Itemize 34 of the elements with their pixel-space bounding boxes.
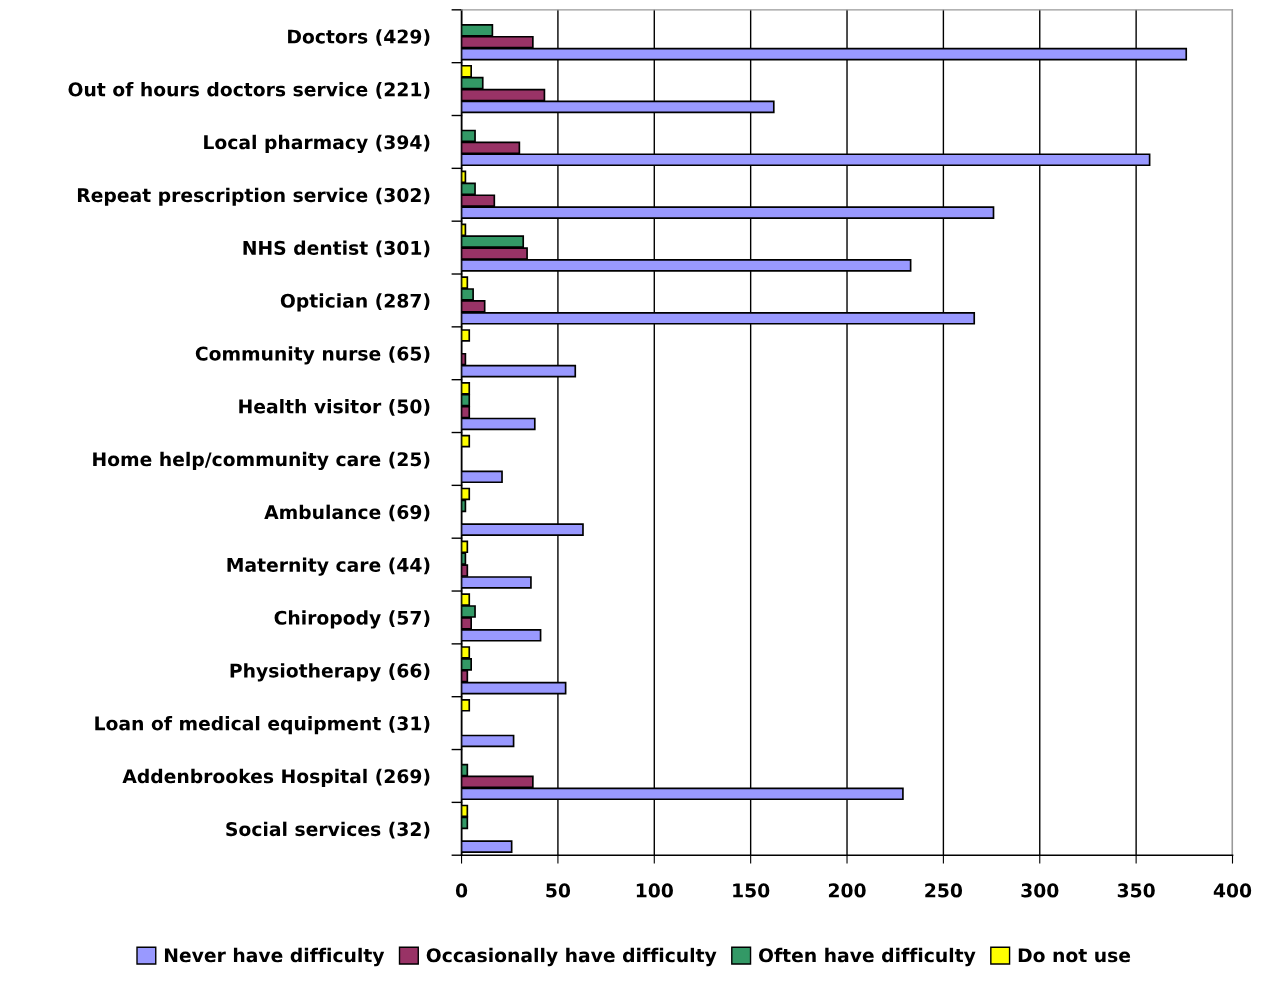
y-tick-label: Loan of medical equipment (31)	[95, 716, 430, 735]
y-tick-label: Chiropody (57)	[274, 610, 430, 629]
x-tick-label: 250	[925, 883, 963, 898]
legend-label: Often have difficulty	[758, 947, 976, 967]
y-tick-label: Optician (287)	[280, 293, 430, 312]
y-tick-label: Local pharmacy (394)	[204, 134, 430, 154]
y-tick-label: Doctors (429)	[288, 29, 430, 46]
y-tick-label: Maternity care (44)	[227, 557, 430, 576]
legend-label: Never have difficulty	[164, 947, 385, 967]
legend-label: Do not use	[1018, 948, 1131, 963]
x-tick-label: 50	[546, 883, 571, 898]
y-tick-label: Community nurse (65)	[195, 346, 430, 365]
x-tick-label: 300	[1021, 883, 1059, 898]
y-tick-label: Repeat prescription service (302)	[77, 187, 430, 206]
bar	[461, 470, 503, 484]
x-tick-label: 350	[1117, 883, 1155, 898]
x-tick-label: 0	[455, 883, 468, 898]
x-tick-label: 150	[733, 883, 770, 898]
legend-label: Occasionally have difficulty	[426, 947, 717, 967]
y-tick-label: Ambulance (69)	[264, 504, 430, 522]
y-tick-label: Out of hours doctors service (221)	[68, 81, 430, 99]
bar	[461, 434, 471, 448]
y-tick-label: Addenbrookes Hospital (269)	[122, 768, 430, 787]
y-tick-label: Physiotherapy (66)	[230, 663, 430, 682]
x-tick-label: 200	[828, 883, 866, 898]
bar	[461, 734, 515, 748]
bar	[461, 698, 471, 712]
x-tick-label: 100	[636, 883, 673, 898]
bar	[461, 329, 471, 342]
y-tick-label: Health visitor (50)	[239, 398, 430, 416]
y-tick-label: Social services (32)	[226, 821, 430, 839]
y-tick-label: Home help/community care (25)	[93, 451, 430, 471]
y-tick-label: NHS dentist (301)	[243, 240, 430, 258]
x-tick-label: 400	[1213, 883, 1252, 898]
